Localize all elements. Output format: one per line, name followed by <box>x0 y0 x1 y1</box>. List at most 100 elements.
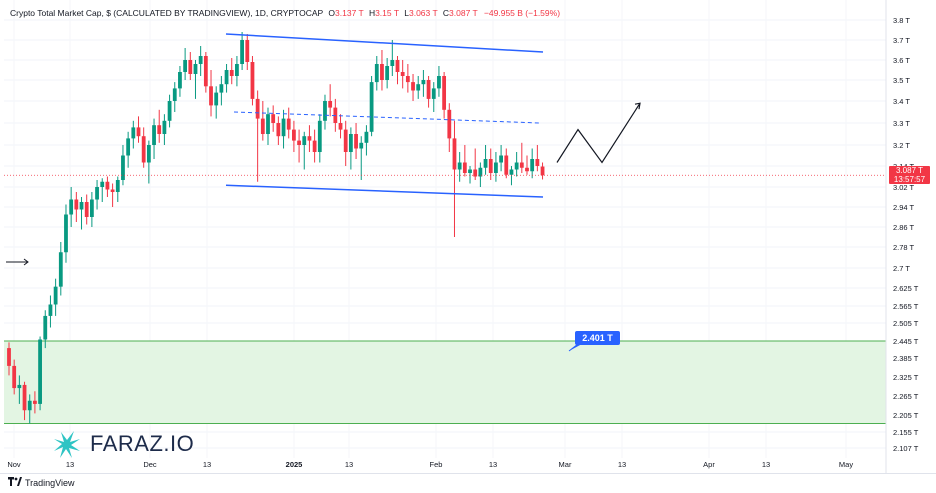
low-value: 3.063 T <box>408 8 438 18</box>
time-tick-label: Mar <box>559 460 572 469</box>
candle-body <box>12 365 17 389</box>
price-tick-label: 2.7 T <box>893 264 910 273</box>
price-tick-label: 2.565 T <box>893 302 919 311</box>
candle-body <box>348 134 353 152</box>
candle-body <box>136 127 141 137</box>
time-tick-label: 13 <box>762 460 770 469</box>
candle-body <box>323 101 327 121</box>
price-tick-label: 3.7 T <box>893 36 910 45</box>
candle-body <box>364 131 369 143</box>
candle-body <box>338 123 343 130</box>
symbol-header: Crypto Total Market Cap, $ (CALCULATED B… <box>10 8 560 18</box>
candle-body <box>468 169 472 173</box>
candle-body <box>494 162 498 173</box>
price-tick-label: 2.86 T <box>893 223 915 232</box>
candle-body <box>437 76 441 89</box>
candle-body <box>260 118 265 134</box>
candle-body <box>110 189 115 192</box>
candle-body <box>380 64 384 80</box>
candle-body <box>38 339 42 404</box>
candle-body <box>530 159 535 172</box>
pointer-arrow-head <box>23 258 29 266</box>
candle-body <box>172 88 177 101</box>
high-label: H <box>368 8 376 18</box>
support-zone <box>4 340 886 424</box>
time-tick-label: Nov <box>7 460 21 469</box>
candle-body <box>240 40 244 64</box>
candle-body <box>74 199 79 210</box>
channel-lower-line <box>225 184 544 198</box>
candle-body <box>400 72 405 76</box>
open-label: O <box>328 8 336 18</box>
candle-body <box>152 125 156 145</box>
time-tick-label: Dec <box>143 460 157 469</box>
candle-body <box>525 167 529 172</box>
price-tick-label: 2.325 T <box>893 373 919 382</box>
close-label: C <box>442 8 450 18</box>
price-tick-label: 3.6 T <box>893 56 910 65</box>
footer-bar: TradingView <box>0 473 936 493</box>
candle-body <box>219 84 224 93</box>
candle-body <box>478 167 483 177</box>
tradingview-logo[interactable]: TradingView <box>8 477 75 488</box>
low-label: L <box>404 8 409 18</box>
time-tick-label: May <box>839 460 853 469</box>
candle-body <box>426 80 431 99</box>
high-value: 3.15 T <box>375 8 399 18</box>
price-tick-label: 2.94 T <box>893 203 915 212</box>
candle-body <box>7 348 11 366</box>
time-axis: Nov 13 Dec 13 2025 13 Feb 13 Mar 13 Apr 13 May <box>7 460 853 469</box>
candle-body <box>328 101 333 108</box>
candle-body <box>385 66 390 80</box>
support-zone-fill <box>4 341 886 424</box>
candle-body <box>292 129 296 141</box>
symbol-title: Crypto Total Market Cap, $ (CALCULATED B… <box>10 8 324 18</box>
candle-body <box>224 70 229 85</box>
candle-body <box>317 120 322 152</box>
candle-body <box>488 159 493 173</box>
candle-body <box>43 315 48 340</box>
candle-body <box>354 134 358 149</box>
candle-body <box>473 169 478 177</box>
price-tick-label: 2.625 T <box>893 284 919 293</box>
candle-body <box>271 114 276 123</box>
price-tick-label: 3.8 T <box>893 16 910 25</box>
channel-upper-line <box>225 33 544 53</box>
candle-body <box>33 400 37 404</box>
bar-countdown: 13:57:57 <box>893 175 926 184</box>
candle-body <box>307 136 312 141</box>
candle-body <box>343 129 348 152</box>
price-tick-label: 2.385 T <box>893 354 919 363</box>
price-tick-label: 3.4 T <box>893 97 910 106</box>
candle-body <box>209 86 213 106</box>
candle-body <box>266 114 270 134</box>
candle-body <box>22 384 27 411</box>
candle-body <box>157 125 162 134</box>
time-tick-label: 13 <box>618 460 626 469</box>
time-tick-label: Feb <box>430 460 443 469</box>
price-tick-label: 2.505 T <box>893 319 919 328</box>
channel-mid-line <box>233 111 541 124</box>
price-tick-label: 3.3 T <box>893 119 910 128</box>
price-axis: 3.8 T3.7 T3.6 T3.5 T3.4 T3.3 T3.2 T3.14 … <box>885 0 919 473</box>
candle-body <box>302 136 307 145</box>
last-price: 3.087 T <box>896 166 923 175</box>
time-tick-label: 13 <box>203 460 211 469</box>
candle-body <box>421 80 426 85</box>
candle-body <box>395 60 400 72</box>
candle-body <box>95 187 99 200</box>
time-tick-label: 2025 <box>286 460 303 469</box>
candle-body <box>452 138 457 170</box>
price-tick-label: 2.445 T <box>893 337 919 346</box>
close-value: 3.087 T <box>449 8 478 18</box>
candle-body <box>141 136 146 163</box>
candle-body <box>126 138 131 156</box>
candle-body <box>286 118 291 130</box>
candle-body <box>457 162 462 170</box>
projection-path <box>556 102 641 164</box>
faraz-logo-icon <box>54 431 80 458</box>
candle-body <box>162 120 167 134</box>
candle-body <box>405 76 410 83</box>
channel-drawings <box>6 33 641 352</box>
candle-body <box>442 76 447 110</box>
